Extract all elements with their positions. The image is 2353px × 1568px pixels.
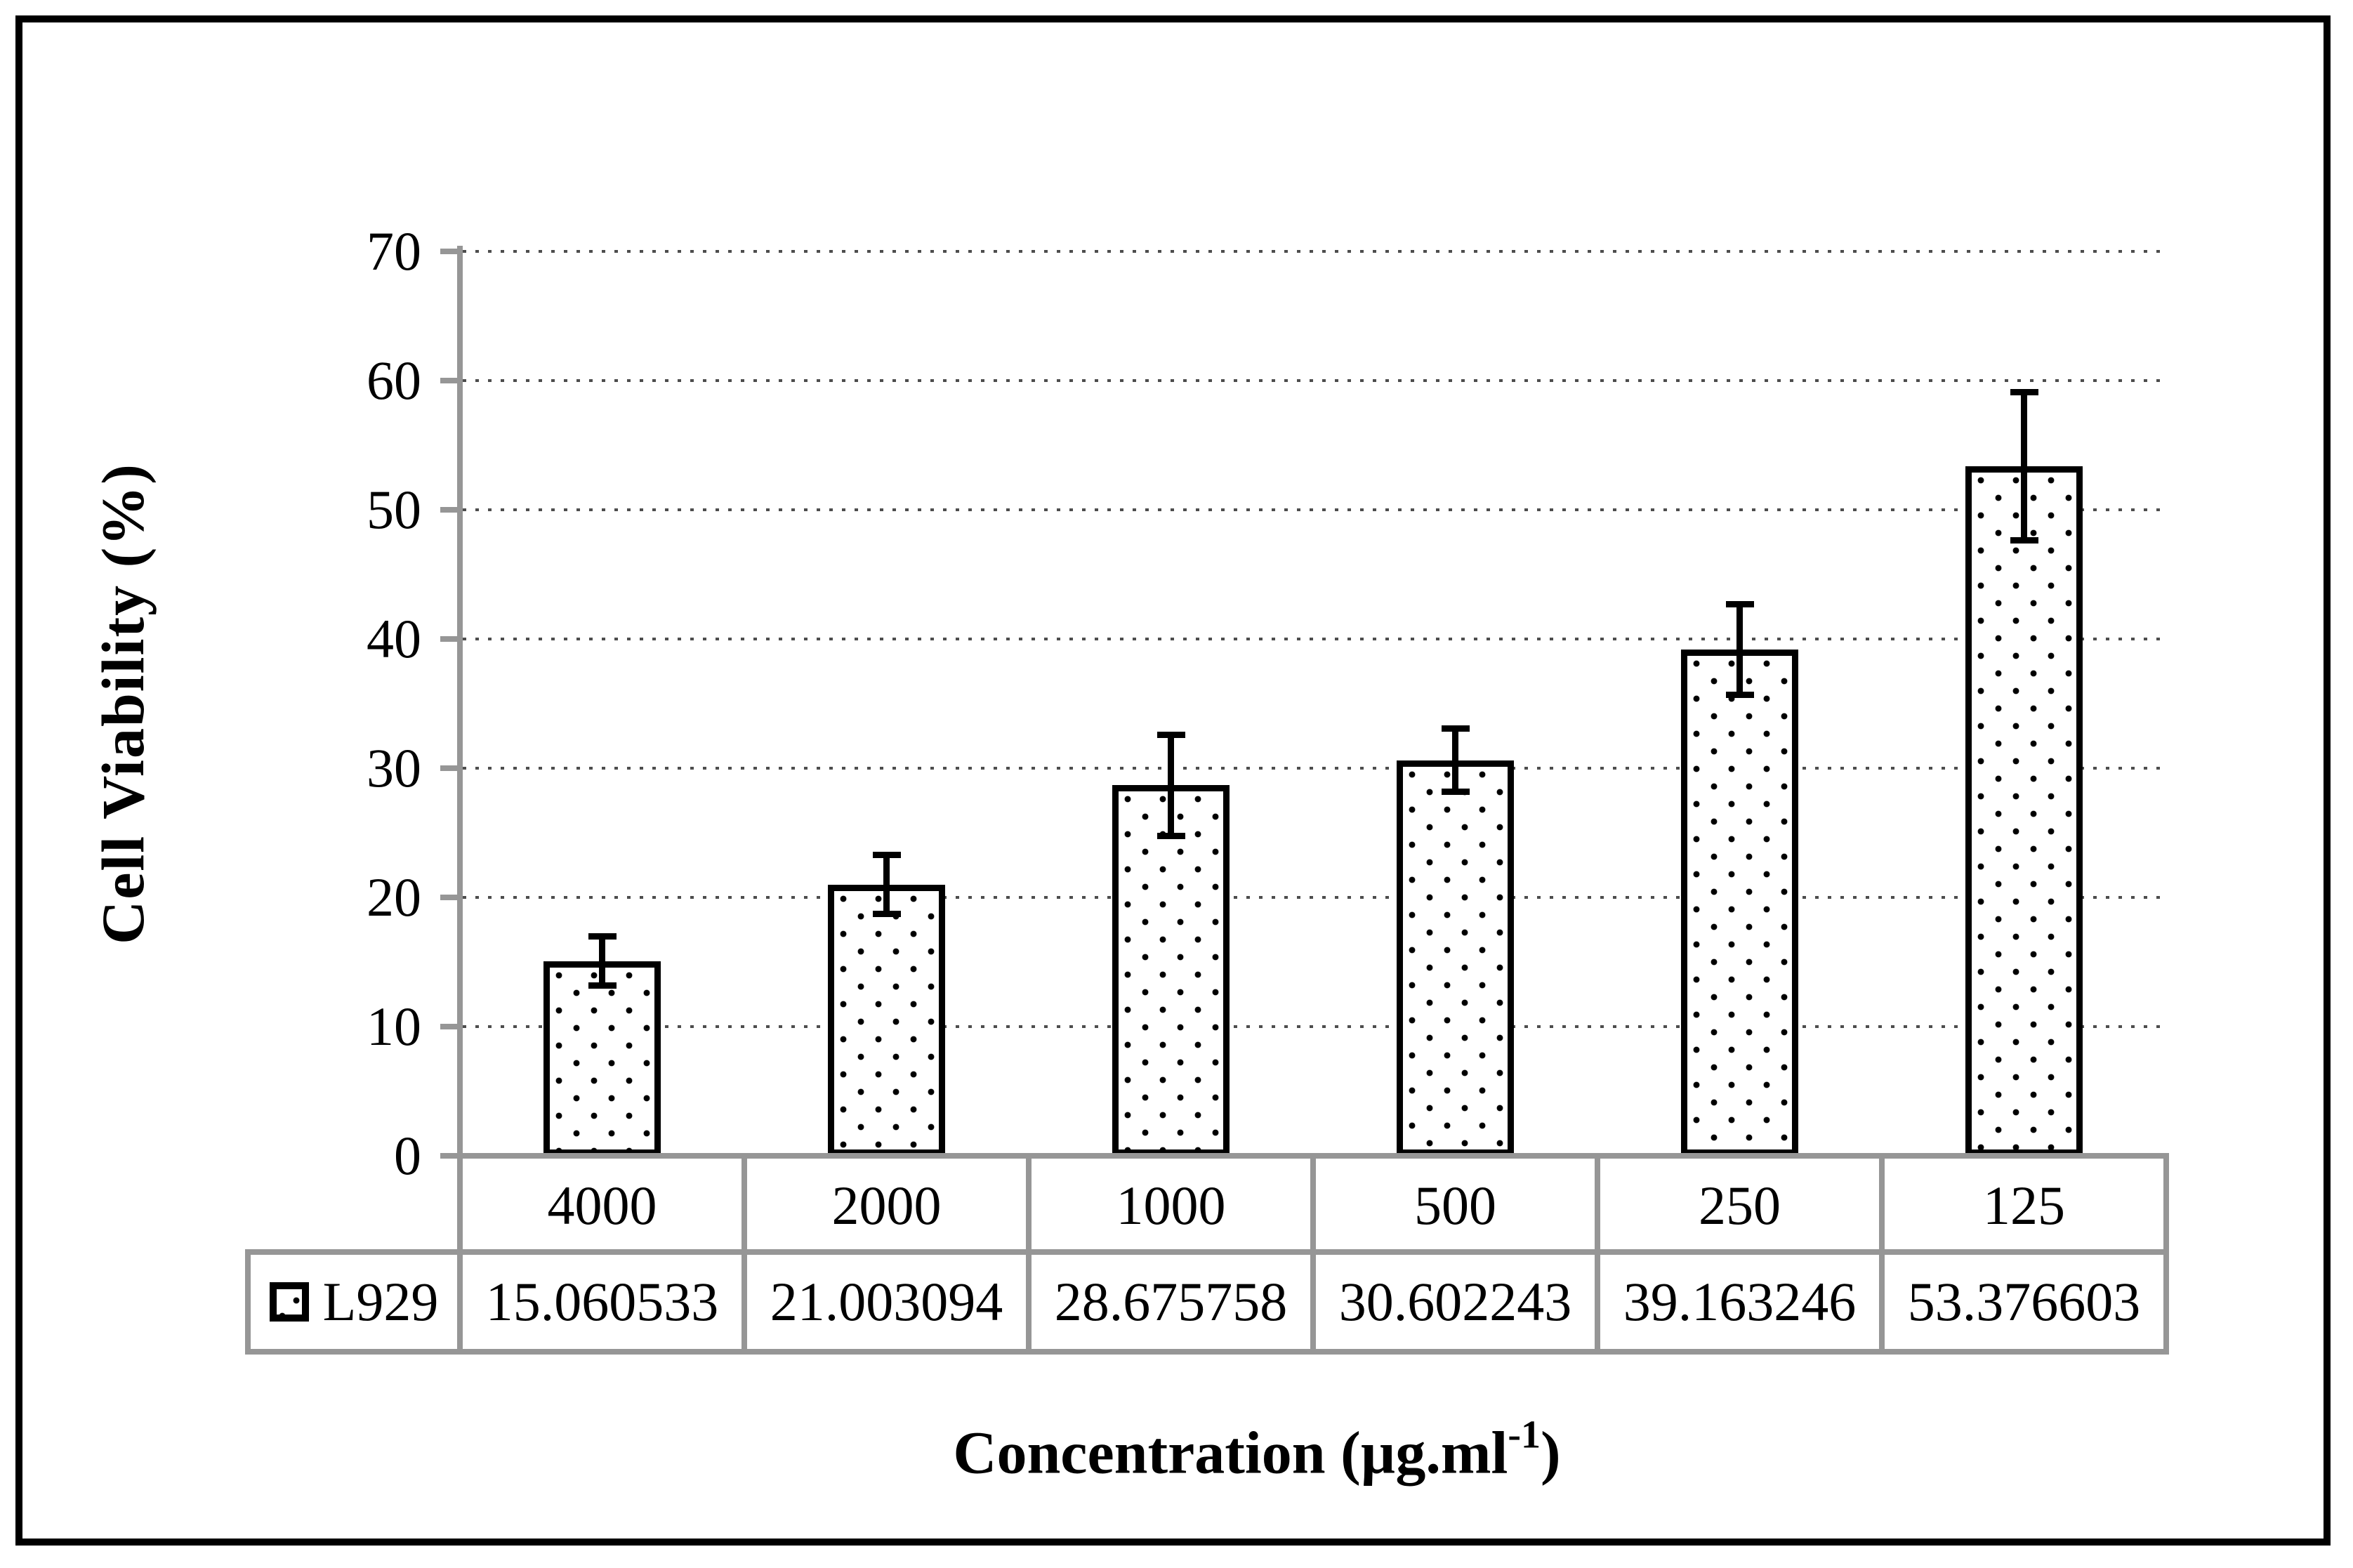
legend-label: L929 xyxy=(322,1271,439,1332)
table-separator xyxy=(248,1249,2169,1255)
bar xyxy=(1112,785,1230,1156)
y-tick-label: 20 xyxy=(367,867,421,928)
y-axis-line xyxy=(457,246,463,1156)
x-axis-title-close: ) xyxy=(1541,1418,1561,1487)
y-gridline xyxy=(463,508,2166,511)
category-cell: 4000 xyxy=(547,1175,657,1236)
x-axis-title-text: Concentration (µg.ml xyxy=(953,1418,1508,1487)
y-tick xyxy=(440,249,463,254)
y-gridline xyxy=(463,250,2166,253)
category-cell: 500 xyxy=(1414,1175,1496,1236)
x-axis-title: Concentration (µg.ml-1) xyxy=(953,1413,1561,1488)
table-left-border xyxy=(245,1249,251,1355)
y-tick-label: 60 xyxy=(367,350,421,411)
error-bar-cap-bottom xyxy=(1725,692,1754,699)
category-cell: 2000 xyxy=(831,1175,942,1236)
legend-swatch-icon xyxy=(269,1282,309,1322)
y-tick-label: 0 xyxy=(394,1125,421,1186)
table-column-border xyxy=(1026,1156,1032,1352)
x-axis-line xyxy=(440,1153,2169,1159)
y-tick xyxy=(440,895,463,900)
error-bar-cap-bottom xyxy=(1441,789,1470,796)
table-column-border xyxy=(1879,1156,1885,1352)
error-bar-cap-top xyxy=(588,933,617,940)
value-cell: 30.602243 xyxy=(1338,1271,1572,1332)
table-column-border xyxy=(742,1156,747,1352)
category-cell: 125 xyxy=(1983,1175,2065,1236)
bar xyxy=(1965,466,2083,1156)
value-cell: 21.003094 xyxy=(770,1271,1003,1332)
error-bar-line xyxy=(2021,392,2027,541)
figure-border xyxy=(15,15,2331,1546)
bar xyxy=(828,884,945,1156)
error-bar-cap-top xyxy=(1725,601,1754,608)
y-tick-label: 70 xyxy=(367,220,421,282)
error-bar-line xyxy=(1736,604,1743,695)
table-column-border xyxy=(1310,1156,1316,1352)
y-tick-label: 40 xyxy=(367,608,421,669)
y-gridline xyxy=(463,896,2166,899)
y-tick xyxy=(440,507,463,513)
table-column-border xyxy=(1595,1156,1600,1352)
y-tick-label: 30 xyxy=(367,737,421,798)
value-cell: 39.163246 xyxy=(1623,1271,1857,1332)
bar xyxy=(1681,650,1798,1156)
error-bar-cap-bottom xyxy=(1156,832,1185,839)
legend-cell: L929 xyxy=(248,1255,460,1349)
error-bar-line xyxy=(883,855,890,914)
error-bar-cap-top xyxy=(2010,388,2038,395)
error-bar-cap-bottom xyxy=(588,982,617,989)
y-gridline xyxy=(463,379,2166,382)
table-column-border xyxy=(457,1156,463,1352)
y-tick xyxy=(440,765,463,771)
error-bar-line xyxy=(1452,728,1458,792)
value-cell: 28.675758 xyxy=(1054,1271,1288,1332)
error-bar-cap-top xyxy=(1156,732,1185,739)
error-bar-cap-top xyxy=(872,851,901,858)
error-bar-cap-top xyxy=(1441,725,1470,732)
error-bar-line xyxy=(1168,734,1174,836)
error-bar-cap-bottom xyxy=(2010,537,2038,544)
category-cell: 1000 xyxy=(1116,1175,1226,1236)
y-axis-title: Cell Viability (%) xyxy=(89,463,157,944)
error-bar-line xyxy=(599,936,605,986)
y-gridline xyxy=(463,767,2166,770)
category-cell: 250 xyxy=(1699,1175,1781,1236)
x-axis-title-superscript: -1 xyxy=(1508,1413,1541,1457)
bar xyxy=(1397,760,1514,1156)
table-bottom-border xyxy=(248,1349,2169,1355)
value-cell: 15.060533 xyxy=(485,1271,719,1332)
y-tick xyxy=(440,378,463,383)
y-gridline xyxy=(463,1025,2166,1028)
y-tick xyxy=(440,1024,463,1029)
error-bar-cap-bottom xyxy=(872,911,901,918)
y-tick-label: 50 xyxy=(367,479,421,540)
y-gridline xyxy=(463,638,2166,640)
value-cell: 53.376603 xyxy=(1907,1271,2141,1332)
y-tick-label: 10 xyxy=(367,996,421,1057)
table-right-border xyxy=(2163,1156,2169,1352)
bar xyxy=(543,961,661,1156)
y-tick xyxy=(440,636,463,642)
